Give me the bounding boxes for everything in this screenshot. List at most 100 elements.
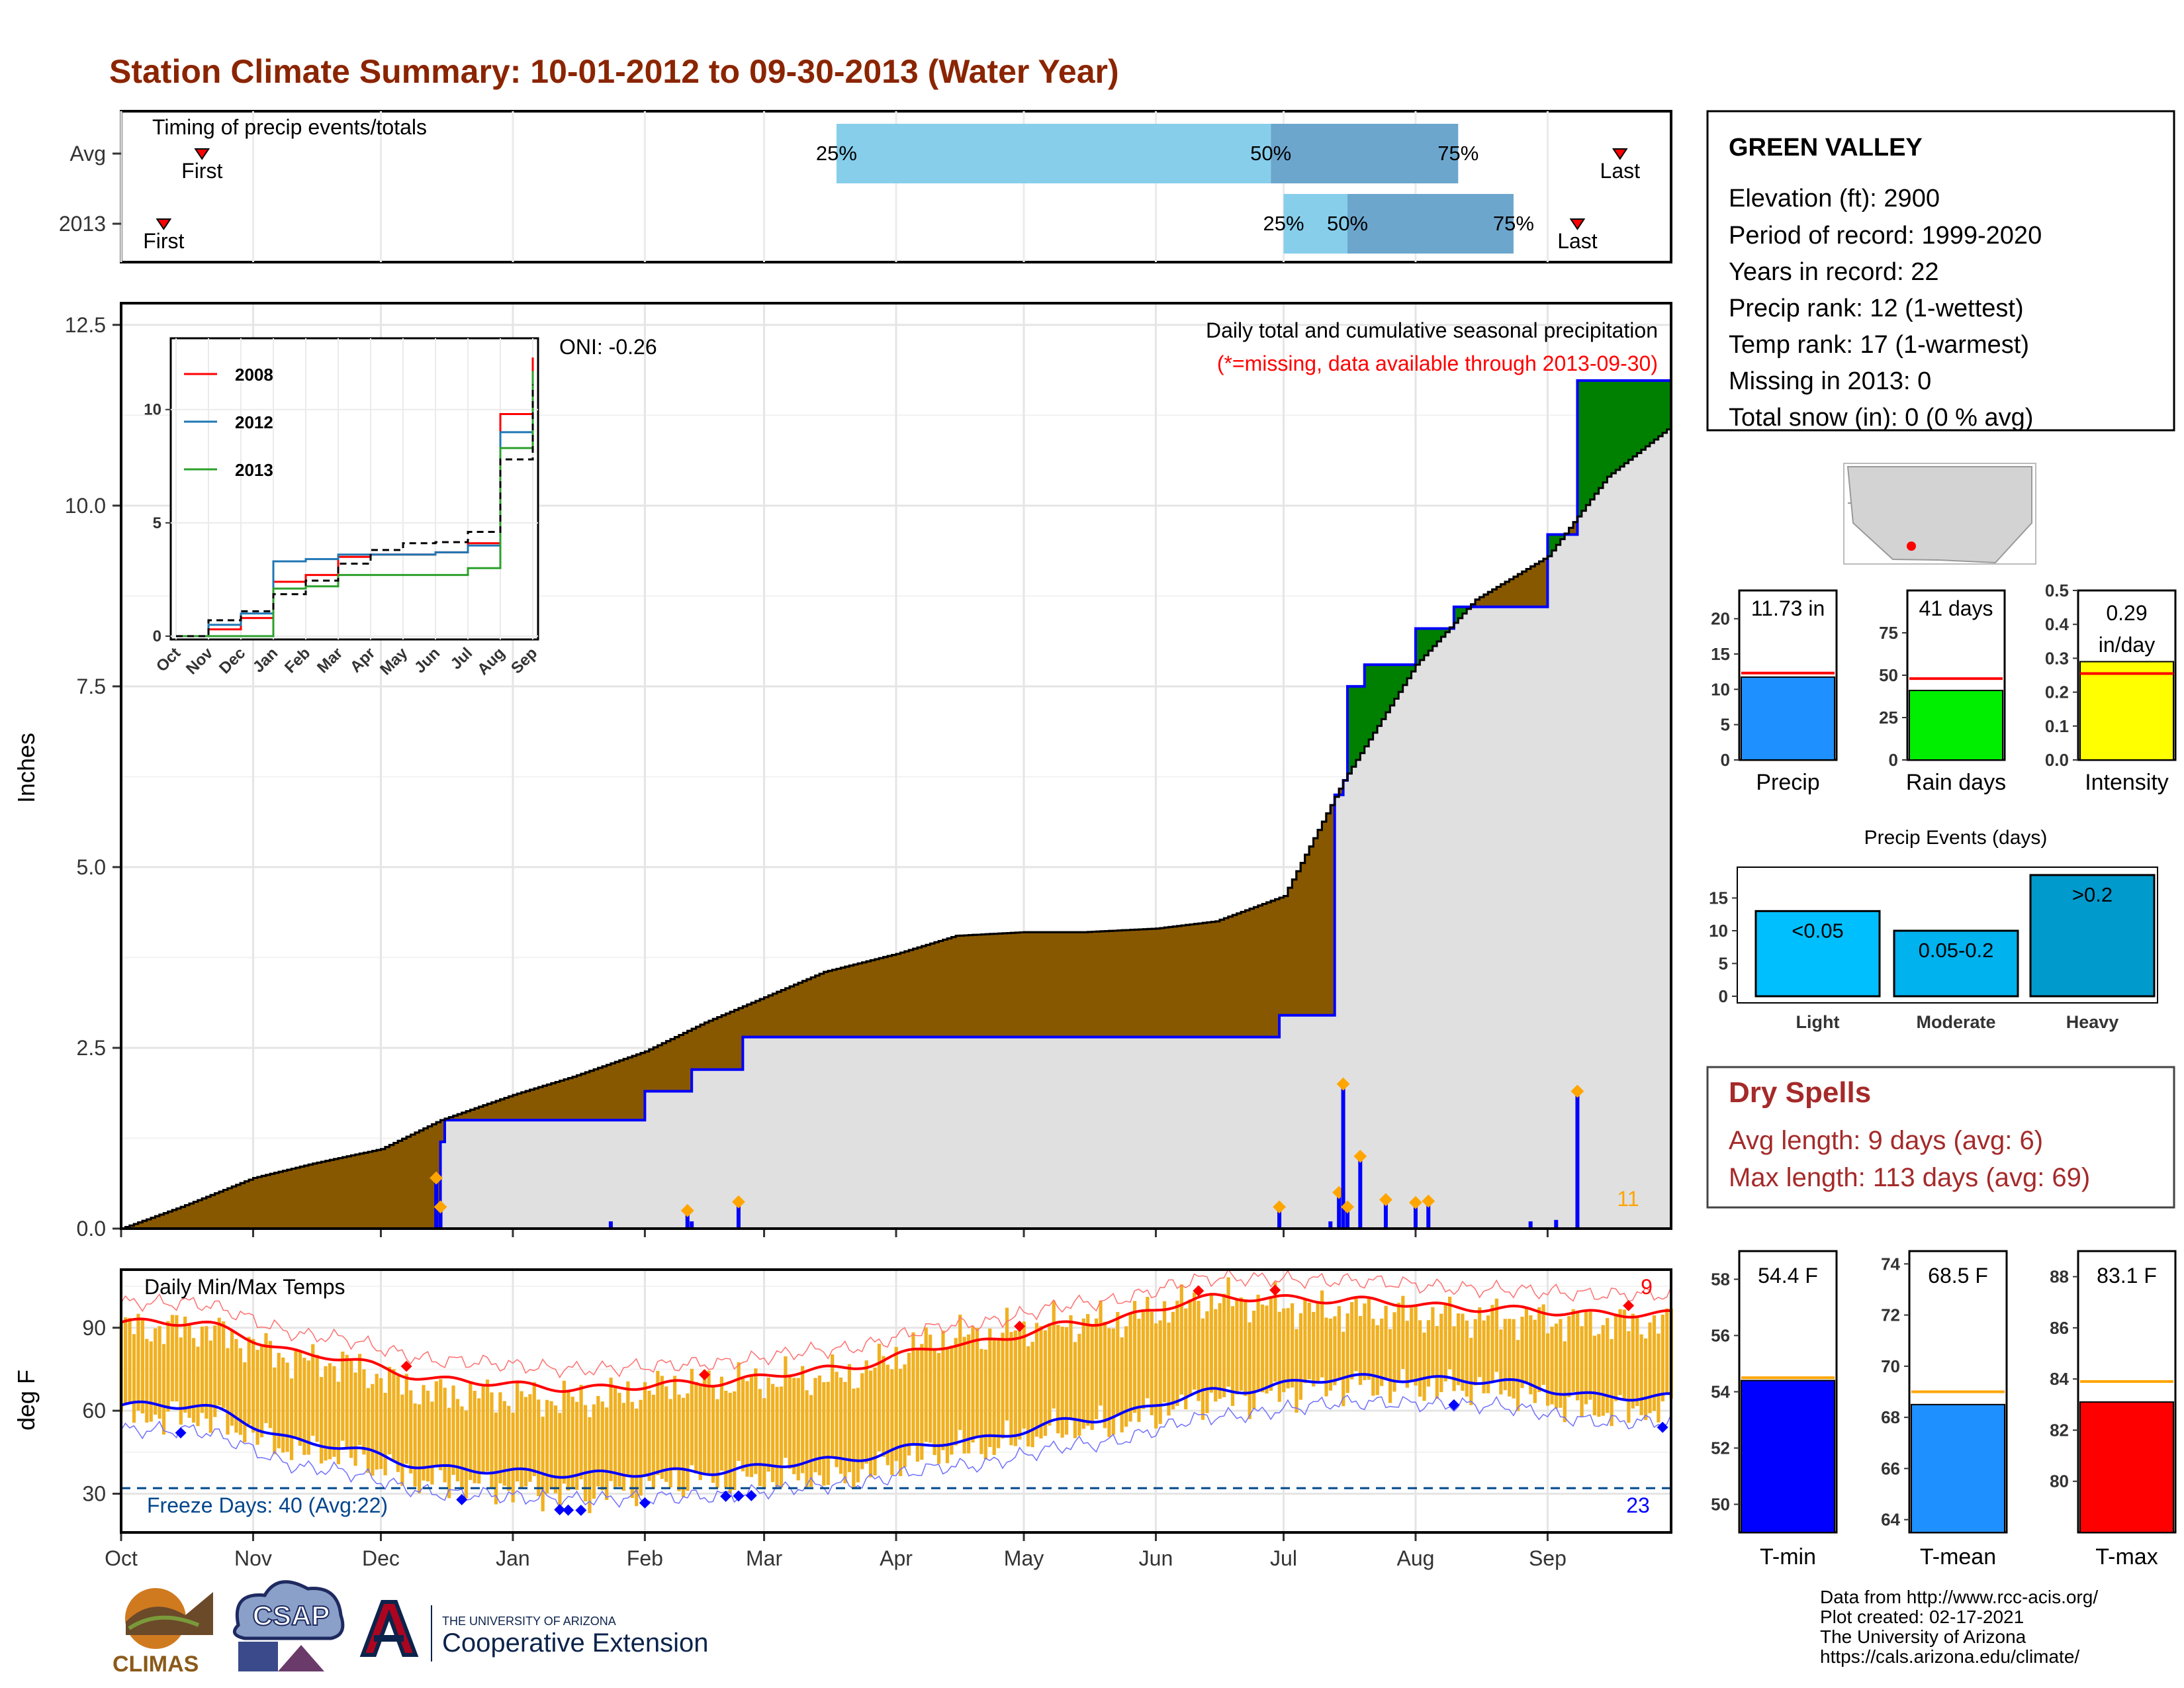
temp-day-bar bbox=[473, 1391, 477, 1483]
temp-day-bar bbox=[183, 1316, 187, 1413]
record-high-marker bbox=[400, 1360, 412, 1372]
daily-precip-bar bbox=[434, 1178, 439, 1229]
temp-day-bar bbox=[600, 1401, 604, 1491]
timing-row-avg-label: Avg bbox=[69, 142, 106, 165]
main-chart-subtitle: (*=missing, data available through 2013-… bbox=[1217, 352, 1658, 375]
temp-day-bar bbox=[762, 1398, 766, 1489]
main-chart-title: Daily total and cumulative seasonal prec… bbox=[1206, 318, 1658, 342]
temp-day-bar bbox=[498, 1392, 502, 1483]
temp-day-bar bbox=[1154, 1323, 1158, 1429]
temp-day-bar bbox=[1290, 1303, 1295, 1387]
temp-day-bar bbox=[1111, 1328, 1115, 1435]
temp-day-bar bbox=[455, 1399, 460, 1481]
daily-precip-bar bbox=[1413, 1202, 1418, 1229]
temp-day-bar bbox=[1533, 1319, 1537, 1403]
temp-day-bar bbox=[439, 1379, 443, 1471]
temp-day-bar bbox=[915, 1348, 919, 1462]
temp-day-bar bbox=[1120, 1337, 1124, 1432]
temp-day-bar bbox=[771, 1383, 775, 1482]
temp-day-bar bbox=[434, 1381, 438, 1468]
temp-day-bar bbox=[1350, 1301, 1354, 1380]
temp-day-bar bbox=[1146, 1297, 1150, 1399]
oni-label: ONI: -0.26 bbox=[559, 335, 657, 359]
temp-day-bar bbox=[1077, 1334, 1081, 1436]
timing-bars: 25% 50% 75% First Last 25% 50% 75% First Last bbox=[113, 124, 1640, 254]
timing-pct25: 25% bbox=[816, 142, 857, 165]
record-low-marker bbox=[1448, 1399, 1460, 1411]
temp-day-bar bbox=[945, 1348, 950, 1464]
temp-day-bar bbox=[383, 1393, 387, 1476]
temp-day-bar bbox=[349, 1360, 353, 1458]
events-category-label: Light bbox=[1796, 1012, 1840, 1032]
first-event-label: First bbox=[181, 159, 222, 183]
temp-day-bar bbox=[507, 1405, 511, 1491]
temp-day-bar bbox=[1162, 1301, 1167, 1403]
temp-day-bar bbox=[196, 1346, 200, 1427]
temp-day-bar bbox=[983, 1349, 987, 1460]
daily-precip-bar bbox=[1575, 1091, 1580, 1229]
temp-day-bar bbox=[1520, 1317, 1524, 1388]
daily-precip-bar bbox=[1426, 1201, 1431, 1229]
temp-day-bar bbox=[145, 1338, 149, 1423]
daily-precip-bar bbox=[1345, 1207, 1350, 1229]
temp-day-bar bbox=[400, 1394, 404, 1486]
temp-day-bar bbox=[1209, 1293, 1213, 1393]
temp-day-bar bbox=[1426, 1320, 1431, 1387]
temp-day-bar bbox=[366, 1387, 370, 1474]
inset-y-tick-label: 0 bbox=[153, 628, 161, 645]
main-y-tick-label: 0.0 bbox=[77, 1217, 106, 1241]
temp-day-bar bbox=[1456, 1313, 1461, 1385]
temp-day-bar bbox=[643, 1382, 647, 1476]
temp-day-bar bbox=[613, 1385, 617, 1487]
temp-day-bar bbox=[158, 1326, 161, 1419]
events-y-tick-label: 0 bbox=[1719, 986, 1728, 1006]
main-y-tick-label: 12.5 bbox=[65, 313, 106, 337]
temp-day-bar bbox=[558, 1413, 562, 1505]
events-category-label: Heavy bbox=[2066, 1012, 2119, 1032]
temp-day-bar bbox=[856, 1387, 860, 1483]
record-low-marker bbox=[733, 1490, 745, 1502]
temp-day-bar bbox=[357, 1354, 362, 1446]
temp-day-bar bbox=[733, 1391, 737, 1491]
temp-day-bar bbox=[877, 1343, 882, 1452]
temp-day-bar bbox=[1069, 1315, 1073, 1419]
temp-day-bar bbox=[868, 1370, 873, 1477]
temp-day-bar bbox=[532, 1382, 536, 1477]
temp-day-bar bbox=[469, 1383, 473, 1480]
temp-day-bar bbox=[302, 1358, 306, 1455]
daily-precip-bar bbox=[608, 1221, 613, 1229]
min-record-count: 23 bbox=[1626, 1493, 1650, 1517]
temp-day-bar bbox=[639, 1399, 643, 1496]
temp-day-bar bbox=[809, 1395, 813, 1487]
temp-summary-bars: 50 52 54 56 58 54.4 F T-min 64 66 68 70 72 74 68.5 F T… bbox=[1711, 1250, 2177, 1570]
temp-summary-label-T-mean: 68.5 F bbox=[1928, 1264, 1988, 1288]
daily-precip-bar bbox=[1328, 1221, 1333, 1229]
temp-day-bar bbox=[903, 1364, 907, 1468]
temp-day-bar bbox=[1095, 1318, 1099, 1419]
summary-y-tick-label: 20 bbox=[1711, 609, 1730, 629]
legend-2012: 2012 bbox=[235, 412, 273, 432]
temp-day-bar bbox=[1018, 1327, 1022, 1440]
main-y-tick-label: 10.0 bbox=[65, 494, 106, 518]
station-info-box: GREEN VALLEY Elevation (ft): 2900 Period… bbox=[1706, 110, 2175, 432]
temp-day-bar bbox=[161, 1344, 166, 1435]
temp-day-bar bbox=[779, 1386, 784, 1488]
record-high-marker bbox=[1014, 1321, 1026, 1333]
timing-box-lower bbox=[1283, 194, 1348, 254]
temp-day-bar bbox=[728, 1393, 732, 1493]
temp-day-bar bbox=[1277, 1311, 1281, 1402]
daily-precip-bar bbox=[438, 1207, 443, 1229]
temp-day-bar bbox=[929, 1335, 933, 1443]
timing-box-lower bbox=[836, 124, 1271, 183]
dry-spells-box: Dry Spells Avg length: 9 days (avg: 6) M… bbox=[1706, 1066, 2175, 1209]
temp-summary-name-T-mean: T-mean bbox=[1920, 1544, 1996, 1570]
legend-2008: 2008 bbox=[235, 365, 273, 385]
footer-line-created: Plot created: 02-17-2021 bbox=[1820, 1607, 2024, 1627]
inset-series-line-avg bbox=[176, 385, 534, 637]
summary-y-tick-label: 0.3 bbox=[2045, 648, 2069, 668]
temp-day-bar bbox=[677, 1394, 681, 1491]
temp-day-bar bbox=[741, 1378, 745, 1472]
temp-day-bar bbox=[222, 1321, 226, 1408]
inset-y-tick-label: 10 bbox=[144, 401, 161, 419]
temp-day-bar bbox=[1286, 1308, 1290, 1389]
